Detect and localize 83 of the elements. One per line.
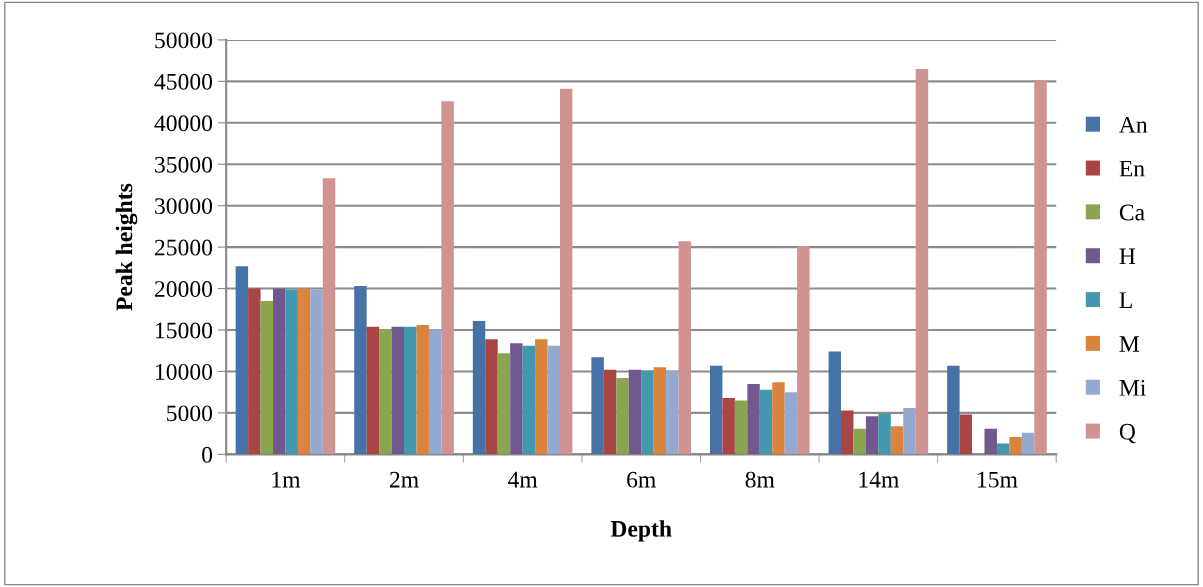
y-tick-label: 45000 (154, 73, 213, 90)
bar (666, 370, 679, 455)
bar (734, 400, 748, 455)
y-tick-label: 50000 (155, 32, 213, 49)
x-axis-title: Depth (610, 520, 672, 542)
bar (797, 246, 810, 455)
bar (603, 369, 617, 455)
bar (641, 370, 654, 455)
y-tick-label: 10000 (156, 363, 213, 380)
y-tick-label: 15000 (156, 322, 213, 339)
bar (1021, 432, 1035, 455)
bar (759, 389, 773, 455)
y-tick-label: 25000 (154, 239, 213, 256)
bar (379, 329, 392, 455)
bar (591, 357, 604, 455)
y-tick-label: 5000 (167, 405, 213, 422)
y-tick-label: 35000 (155, 156, 213, 173)
bar (310, 289, 323, 455)
bar (260, 301, 273, 455)
bar (497, 353, 511, 455)
bar (428, 329, 442, 455)
bar (653, 367, 667, 455)
bar (903, 407, 916, 455)
bar (628, 369, 642, 455)
bar (297, 288, 311, 455)
y-tick-label: 0 (202, 446, 213, 463)
x-tick-label: 4m (507, 471, 538, 488)
x-tick-label: 14m (859, 471, 899, 488)
legend-label: L (1119, 292, 1132, 308)
bar (865, 416, 879, 455)
x-tick-label: 15m (978, 471, 1018, 488)
legend-label: M (1119, 336, 1140, 352)
bar (784, 392, 798, 455)
bar (947, 365, 960, 455)
bar (354, 286, 367, 455)
bar (841, 410, 854, 455)
bar (535, 339, 548, 455)
bar (828, 351, 842, 455)
bar (510, 343, 523, 455)
bar (853, 428, 866, 455)
bar (747, 383, 760, 455)
x-tick-label: 8m (745, 471, 775, 488)
bar (416, 325, 429, 455)
bar (678, 241, 691, 455)
bar (248, 288, 261, 455)
y-tick-label: 20000 (154, 281, 213, 297)
y-axis-title: Peak heights (115, 183, 138, 311)
bar (996, 443, 1010, 455)
bar (959, 414, 973, 455)
legend-label: En (1119, 160, 1145, 177)
legend-label: Q (1119, 423, 1136, 444)
x-tick-label: 6m (627, 471, 656, 488)
bar (441, 101, 454, 455)
bar (1034, 80, 1047, 455)
bar (547, 345, 560, 455)
bar (404, 326, 417, 455)
bar (285, 289, 298, 455)
bar (1009, 436, 1022, 455)
bar (235, 266, 249, 455)
x-tick-label: 1m (272, 471, 301, 488)
bar (616, 378, 629, 455)
bar (322, 178, 336, 455)
bar (522, 345, 536, 455)
bar (366, 326, 380, 455)
legend-label: H (1119, 248, 1136, 265)
legend-label: Ca (1119, 204, 1145, 221)
bar (273, 288, 286, 455)
bar (722, 397, 735, 455)
y-tick-label: 30000 (155, 198, 213, 215)
bar (485, 339, 498, 455)
bar (772, 382, 785, 455)
bar (391, 326, 405, 455)
bar (559, 88, 573, 455)
bar (915, 68, 929, 455)
x-tick-label: 2m (389, 471, 419, 488)
bar (890, 426, 904, 455)
legend-label: An (1119, 116, 1148, 133)
legend-label: Mi (1119, 379, 1146, 396)
y-tick-label: 40000 (154, 115, 213, 132)
bar (472, 320, 486, 455)
bar (984, 428, 997, 455)
bar (709, 365, 723, 455)
bar (878, 413, 891, 455)
